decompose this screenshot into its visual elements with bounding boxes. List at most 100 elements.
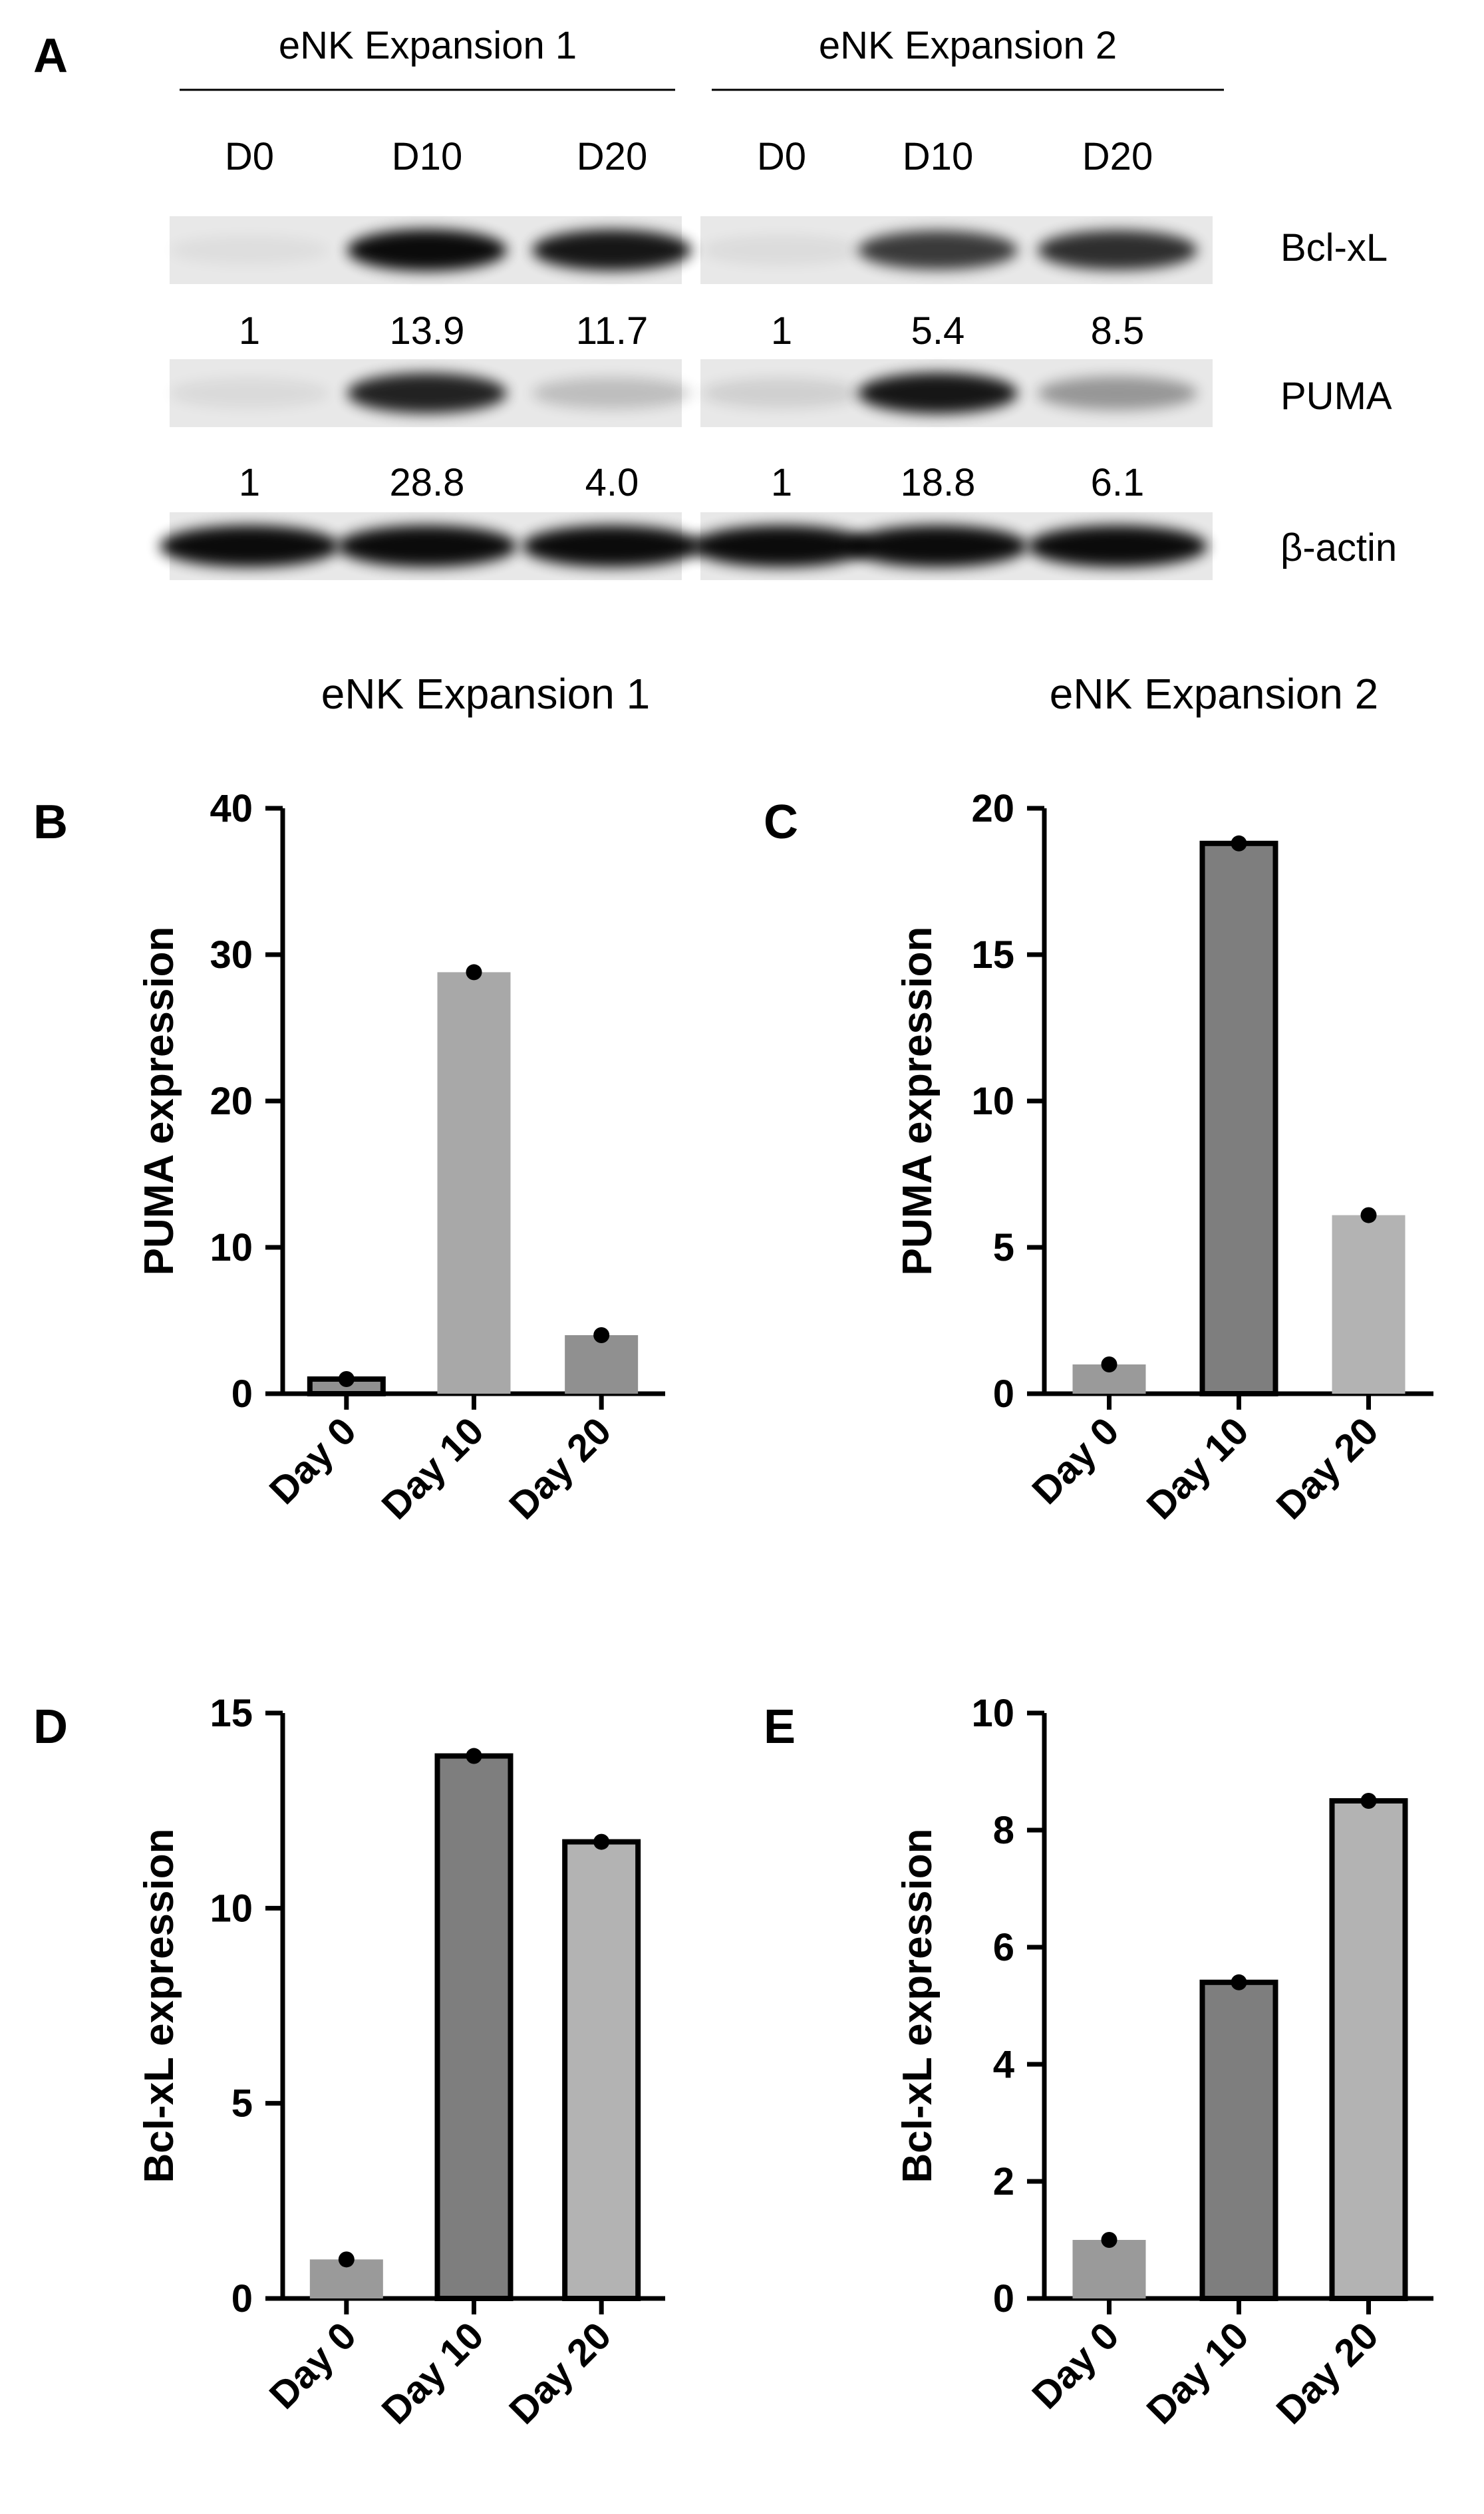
x-tick-label: Day 10 <box>1138 2314 1257 2432</box>
x-tick-label: Day 20 <box>501 2314 619 2432</box>
lane-labels: D0 D10 D20 D0 D10 D20 <box>225 135 1153 178</box>
y-axis-label: Bcl-xL expression <box>895 1829 941 2183</box>
y-tick-label: 20 <box>971 787 1014 830</box>
data-point <box>338 1371 355 1387</box>
data-point <box>593 1327 610 1343</box>
bclxl-value: 1 <box>239 309 260 353</box>
y-tick-label: 0 <box>231 1372 253 1416</box>
bar <box>1199 840 1278 1397</box>
x-tick-label: Day 10 <box>373 2314 492 2432</box>
x-tick-label: Day 10 <box>1138 1409 1257 1527</box>
data-point <box>1101 2232 1117 2248</box>
chart-panel-e: 0 2 4 6 8 10 Bcl-xL expression Day 0 Day 10 Day 2… <box>895 1692 1433 2432</box>
data-point <box>1101 1356 1117 1372</box>
bar <box>565 1335 639 1394</box>
panel-label-b: B <box>33 796 68 849</box>
bar <box>1199 1979 1278 2302</box>
y-tick-label: 0 <box>993 2277 1014 2320</box>
puma-value: 28.8 <box>390 461 465 504</box>
panel-label-e: E <box>764 1700 796 1754</box>
x-tick-label: Day 0 <box>1024 1409 1127 1512</box>
bclxl-band <box>858 230 1018 270</box>
y-tick-label: 40 <box>210 787 253 830</box>
puma-band <box>532 377 692 409</box>
chart-panel-b: 0 10 20 30 40 PUMA expression Day 0 Day 10 Day 2… <box>136 787 665 1527</box>
blot-group-title-1: eNK Expansion 1 <box>279 24 577 67</box>
y-tick-label: 0 <box>993 1372 1014 1416</box>
data-point <box>593 1833 610 1850</box>
column-title-2: eNK Expansion 2 <box>1050 670 1379 718</box>
x-tick-label: Day 0 <box>261 1409 365 1512</box>
data-point <box>1360 1207 1377 1223</box>
y-tick-label: 15 <box>971 933 1014 977</box>
bar <box>1072 2240 1146 2298</box>
puma-band <box>1038 376 1197 410</box>
actin-band <box>692 525 871 567</box>
bclxl-value: 5.4 <box>911 309 965 353</box>
chart-panel-c: 0 5 10 15 20 PUMA expression Day 0 Day 10 Day 20 <box>895 787 1433 1527</box>
x-tick-label: Day 20 <box>1268 2314 1386 2432</box>
puma-value: 1 <box>771 461 792 504</box>
y-tick-label: 20 <box>210 1080 253 1123</box>
actin-band <box>160 525 339 567</box>
bclxl-value: 13.9 <box>390 309 465 353</box>
puma-value: 18.8 <box>901 461 976 504</box>
y-tick-label: 2 <box>993 2160 1014 2203</box>
y-tick-label: 15 <box>210 1692 253 1735</box>
x-tick-label: Day 20 <box>501 1409 619 1527</box>
row-label-actin: β-actin <box>1280 526 1397 569</box>
lane-label: D0 <box>225 135 274 178</box>
bar <box>1332 1215 1406 1394</box>
column-title-1: eNK Expansion 1 <box>321 670 651 718</box>
puma-band <box>858 373 1018 414</box>
bar <box>437 972 511 1394</box>
y-tick-label: 10 <box>971 1080 1014 1123</box>
bclxl-band <box>347 229 507 271</box>
x-tick-label: Day 0 <box>1024 2314 1127 2417</box>
x-tick-label: Day 20 <box>1268 1409 1386 1527</box>
puma-quant-values: 1 28.8 4.0 1 18.8 6.1 <box>239 461 1144 504</box>
data-point <box>1231 835 1247 852</box>
bclxl-value: 8.5 <box>1091 309 1145 353</box>
row-label-puma: PUMA <box>1280 375 1392 418</box>
bclxl-band <box>170 235 329 265</box>
y-tick-label: 10 <box>210 1226 253 1269</box>
puma-value: 4.0 <box>585 461 639 504</box>
lane-label: D20 <box>577 135 647 178</box>
panel-label-d: D <box>33 1700 68 1754</box>
puma-value: 6.1 <box>1091 461 1145 504</box>
puma-band <box>702 378 861 408</box>
puma-band <box>347 373 507 414</box>
y-tick-label: 5 <box>993 1226 1014 1269</box>
actin-band <box>522 525 702 567</box>
y-tick-label: 10 <box>210 1887 253 1930</box>
y-tick-label: 4 <box>993 2043 1014 2086</box>
bar <box>434 1753 514 2302</box>
bclxl-value: 11.7 <box>576 309 649 353</box>
bar <box>1329 1798 1408 2301</box>
bclxl-band <box>1038 230 1197 270</box>
actin-band <box>848 525 1028 567</box>
bar <box>562 1839 641 2302</box>
actin-band <box>1028 525 1207 567</box>
lane-label: D20 <box>1082 135 1153 178</box>
bclxl-band <box>532 230 692 271</box>
puma-band <box>170 378 329 408</box>
bclxl-quant-values: 1 13.9 11.7 1 5.4 8.5 <box>239 309 1144 353</box>
panel-label-a: A <box>33 29 68 82</box>
lane-label: D10 <box>903 135 973 178</box>
row-label-bclxl: Bcl-xL <box>1280 226 1388 269</box>
y-tick-label: 5 <box>231 2082 253 2125</box>
puma-value: 1 <box>239 461 260 504</box>
y-tick-label: 10 <box>971 1692 1014 1735</box>
y-tick-label: 6 <box>993 1926 1014 1969</box>
y-tick-label: 30 <box>210 933 253 977</box>
y-tick-label: 0 <box>231 2277 253 2320</box>
y-axis-label: PUMA expression <box>895 927 941 1276</box>
data-point <box>1360 1793 1377 1809</box>
y-tick-label: 8 <box>993 1809 1014 1852</box>
actin-band <box>337 525 517 567</box>
lane-label: D10 <box>392 135 462 178</box>
